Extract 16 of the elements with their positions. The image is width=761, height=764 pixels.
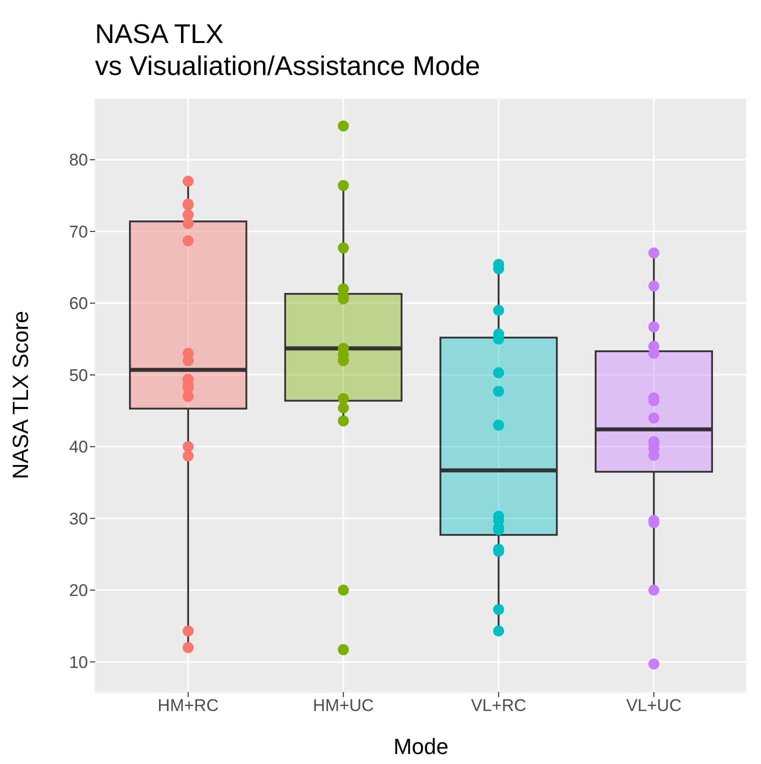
y-tick-label: 10 [69,652,88,672]
x-axis-title: Mode [393,734,449,759]
y-tick-label: 40 [69,438,88,457]
chart-subtitle: vs Visualiation/Assistance Mode [95,50,482,82]
chart-title: NASA TLX [95,18,225,50]
y-tick-label: 20 [69,581,88,600]
x-tick-label: VL+UC [626,696,682,716]
y-tick-label: 50 [69,366,88,385]
y-axis-title: NASA TLX Score [8,310,33,480]
y-tick-label: 30 [69,509,88,528]
x-tick-label: HM+UC [312,696,374,716]
y-tick-label: 80 [69,150,88,170]
y-tick-label: 60 [69,294,88,314]
x-tick-label: VL+RC [470,696,526,716]
x-tick-label: HM+RC [158,696,219,716]
y-tick-label: 70 [69,222,88,242]
